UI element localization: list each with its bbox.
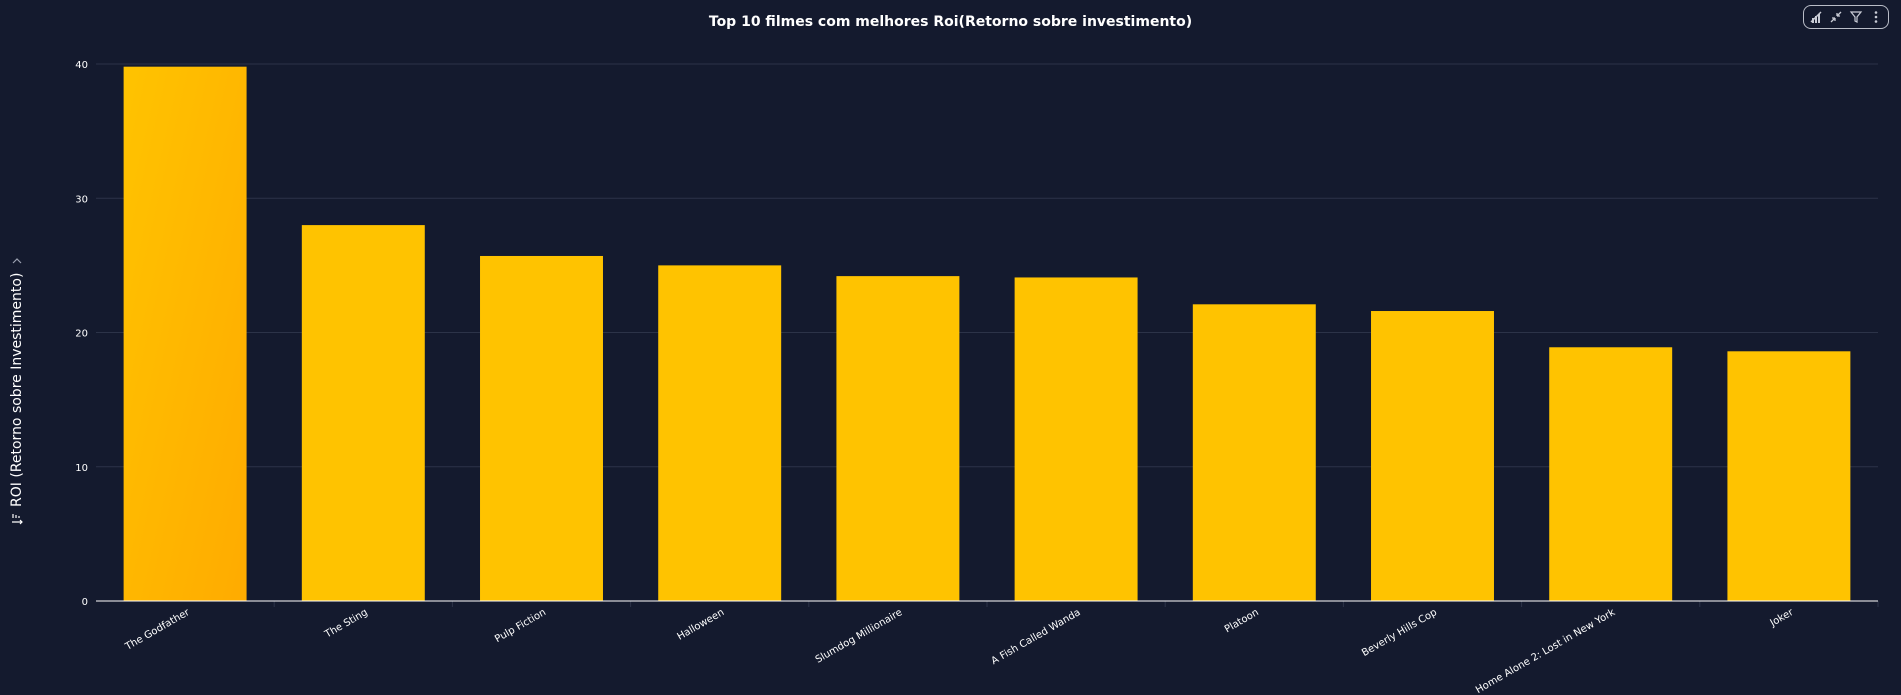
bar[interactable] bbox=[1192, 304, 1316, 601]
bar[interactable] bbox=[480, 255, 603, 602]
bar[interactable] bbox=[1549, 347, 1673, 601]
bar[interactable] bbox=[1014, 277, 1138, 601]
y-tick-label: 0 bbox=[82, 597, 88, 608]
sort-icon[interactable] bbox=[11, 513, 23, 525]
x-tick-label: The Sting bbox=[322, 607, 370, 641]
x-tick-label: Halloween bbox=[676, 607, 727, 643]
x-tick-label: A Fish Called Wanda bbox=[990, 607, 1083, 667]
x-tick-label: Home Alone 2: Lost in New York bbox=[1474, 607, 1617, 695]
chart-type-icon[interactable] bbox=[1808, 9, 1824, 25]
bar[interactable] bbox=[123, 66, 247, 601]
y-axis-title[interactable]: ROI (Retorno sobre Investimento) bbox=[5, 225, 29, 525]
y-tick-label: 30 bbox=[75, 194, 88, 205]
more-options-icon[interactable] bbox=[1868, 9, 1884, 25]
chevron-right-icon[interactable] bbox=[11, 255, 23, 267]
x-tick-label: The Godfather bbox=[123, 607, 193, 654]
x-tick-label: Platoon bbox=[1223, 607, 1261, 635]
x-tick-label: Joker bbox=[1768, 607, 1797, 630]
x-tick-label: Beverly Hills Cop bbox=[1360, 607, 1439, 659]
y-tick-label: 40 bbox=[75, 60, 88, 71]
bar[interactable] bbox=[1727, 351, 1851, 601]
chart-toolbar bbox=[1803, 5, 1889, 29]
bar[interactable] bbox=[1371, 311, 1494, 601]
filter-icon[interactable] bbox=[1848, 9, 1864, 25]
bar[interactable] bbox=[301, 225, 425, 601]
bar[interactable] bbox=[658, 265, 782, 601]
x-tick-label: Pulp Fiction bbox=[493, 607, 548, 645]
chart-title: Top 10 filmes com melhores Roi(Retorno s… bbox=[708, 14, 1193, 30]
bar[interactable] bbox=[836, 276, 960, 601]
y-tick-label: 20 bbox=[75, 329, 88, 340]
x-tick-label: Slumdog Millionaire bbox=[814, 607, 905, 666]
y-tick-label: 10 bbox=[75, 463, 88, 474]
collapse-icon[interactable] bbox=[1828, 9, 1844, 25]
